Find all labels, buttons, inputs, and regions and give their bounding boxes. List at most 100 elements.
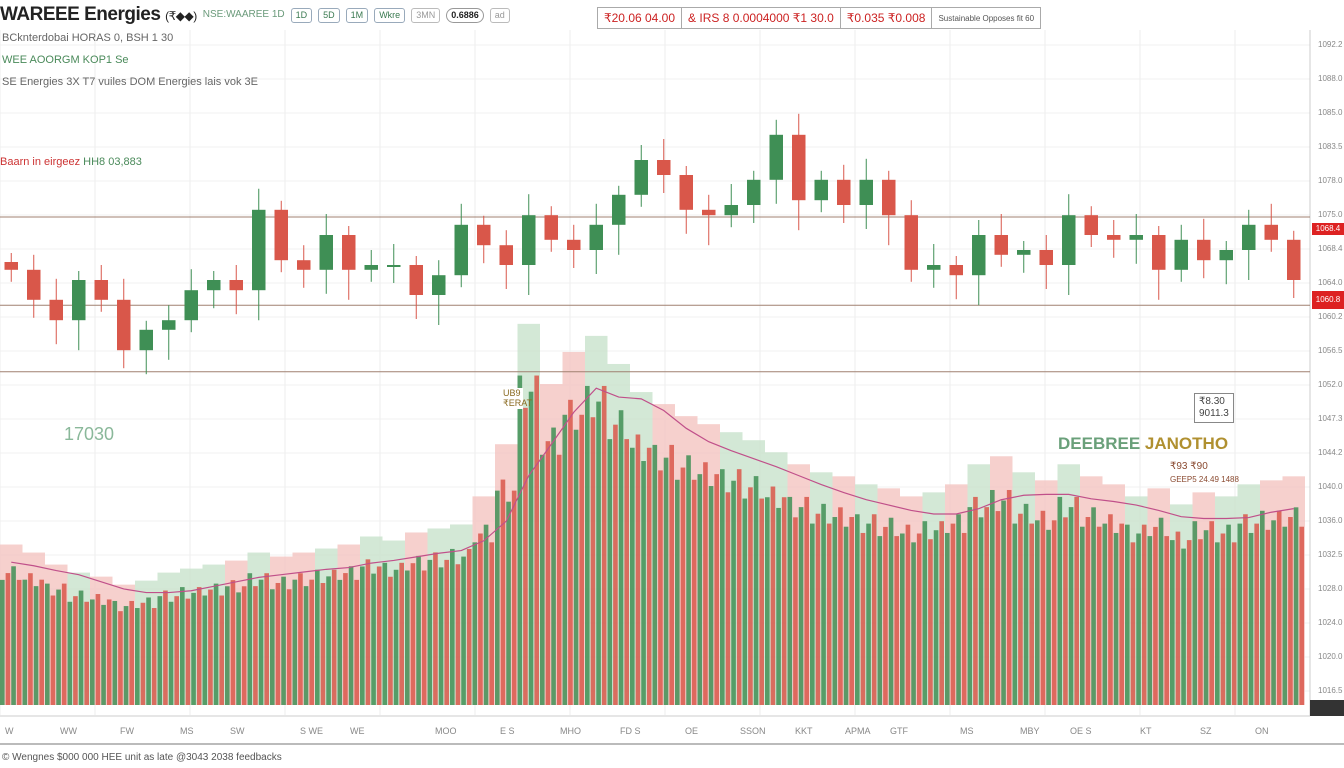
candle-body — [1152, 235, 1166, 270]
volume-bar — [613, 424, 618, 705]
volume-bar — [433, 552, 438, 705]
candle-body — [432, 275, 446, 295]
volume-bar — [663, 457, 669, 705]
price-tick-label: 1060.2 — [1318, 312, 1343, 321]
volume-bar — [489, 542, 494, 705]
volume-bar — [478, 533, 483, 705]
volume-bar — [545, 441, 551, 705]
volume-bar — [978, 517, 984, 705]
axis-settings-button[interactable] — [1310, 700, 1344, 716]
volume-bar — [78, 590, 84, 705]
volume-bar — [708, 486, 714, 705]
volume-bar — [1186, 540, 1192, 705]
time-tick-label: WE — [350, 726, 365, 736]
volume-bar — [236, 592, 241, 705]
volume-bar — [590, 417, 596, 705]
time-tick-label: MS — [180, 726, 194, 736]
volume-bar — [1068, 507, 1074, 705]
range-button[interactable]: 3MN — [411, 7, 441, 23]
candle-body — [342, 235, 356, 270]
footer-text: © Wengnes $000 000 HEE unit as late @304… — [2, 752, 282, 763]
volume-bar — [1215, 542, 1220, 705]
volume-bar — [33, 586, 39, 705]
volume-bar — [1237, 523, 1243, 705]
volume-bar — [1001, 500, 1006, 705]
candle-body — [792, 134, 806, 201]
overlay-label: DEEBREE JANOTHO — [1058, 434, 1229, 453]
volume-bar — [956, 514, 961, 705]
volume-bar — [1040, 510, 1046, 705]
volume-bar — [135, 608, 140, 705]
candle-body — [949, 265, 963, 276]
price-tick-label: 1016.5 — [1318, 686, 1343, 695]
volume-bar — [933, 530, 939, 705]
volume-bar — [1125, 524, 1130, 705]
volume-bar — [832, 517, 838, 705]
volume-bar — [163, 590, 168, 705]
candle-body — [477, 224, 491, 246]
volume-bar — [849, 517, 854, 705]
candle-body — [724, 205, 738, 216]
volume-bar — [1102, 523, 1108, 705]
volume-bar — [213, 583, 219, 705]
price-tick-label: 1085.0 — [1318, 108, 1343, 117]
left-annotation: Baarn in eirgeez HH8 03,883 — [0, 156, 142, 168]
volume-bar — [151, 608, 157, 705]
volume-bar — [511, 490, 517, 705]
value-toggle-button[interactable]: 0.6886 — [446, 7, 484, 23]
volume-bar — [180, 587, 185, 705]
volume-bar — [1012, 523, 1018, 705]
time-tick-label: FW — [120, 726, 134, 736]
candle-body — [837, 179, 851, 205]
volume-bar — [675, 479, 680, 705]
volume-bar — [298, 573, 303, 705]
candle-body — [972, 235, 986, 276]
volume-bar — [1063, 517, 1068, 705]
volume-bar — [421, 570, 427, 705]
volume-bar — [568, 399, 573, 705]
volume-bar — [129, 600, 134, 705]
price-tick-label: 1028.0 — [1318, 584, 1343, 593]
interval-5d-button[interactable]: 5D — [318, 7, 340, 23]
last-price-tag: 1060.8 — [1312, 291, 1344, 309]
settings-button[interactable]: ad — [489, 7, 510, 23]
volume-bar — [1153, 526, 1158, 705]
volume-bar — [1299, 526, 1304, 705]
candle-body — [859, 179, 873, 205]
info-line-1: BCknterdobai HORAS 0, BSH 1 30 — [2, 32, 174, 44]
volume-bar — [900, 533, 905, 705]
candle-body — [139, 329, 153, 351]
volume-bar — [208, 589, 213, 705]
candle-body — [387, 265, 401, 267]
candle-body — [409, 265, 423, 295]
volume-bar — [1231, 542, 1237, 705]
volume-bar — [95, 594, 101, 705]
volume-bar — [843, 526, 849, 705]
interval-1m-button[interactable]: 1M — [345, 7, 369, 23]
volume-bar — [1023, 503, 1029, 705]
volume-bar — [596, 401, 601, 705]
volume-bar — [585, 385, 590, 705]
volume-bar — [450, 548, 455, 705]
volume-bar — [658, 470, 663, 705]
volume-bar — [1074, 496, 1079, 705]
time-tick-label: WW — [60, 726, 77, 736]
volume-bar — [810, 523, 815, 705]
volume-bar — [1276, 510, 1282, 705]
price-tick-label: 1056.5 — [1318, 346, 1343, 355]
volume-bar — [973, 496, 978, 705]
volume-bar — [894, 536, 899, 705]
candle-body — [1287, 239, 1301, 280]
ticker-range: ₹0.035 ₹0.008 — [841, 8, 933, 28]
candle-body — [1062, 215, 1076, 265]
volume-bar — [16, 579, 22, 705]
compare-button[interactable]: Wkre — [374, 7, 406, 23]
volume-bar — [1096, 526, 1102, 705]
volume-bar — [1018, 513, 1023, 705]
time-tick-label: KKT — [795, 726, 813, 736]
volume-bar — [939, 521, 944, 705]
volume-bar — [551, 427, 556, 705]
interval-1d-button[interactable]: 1D — [290, 7, 313, 23]
volume-bar — [303, 586, 309, 705]
